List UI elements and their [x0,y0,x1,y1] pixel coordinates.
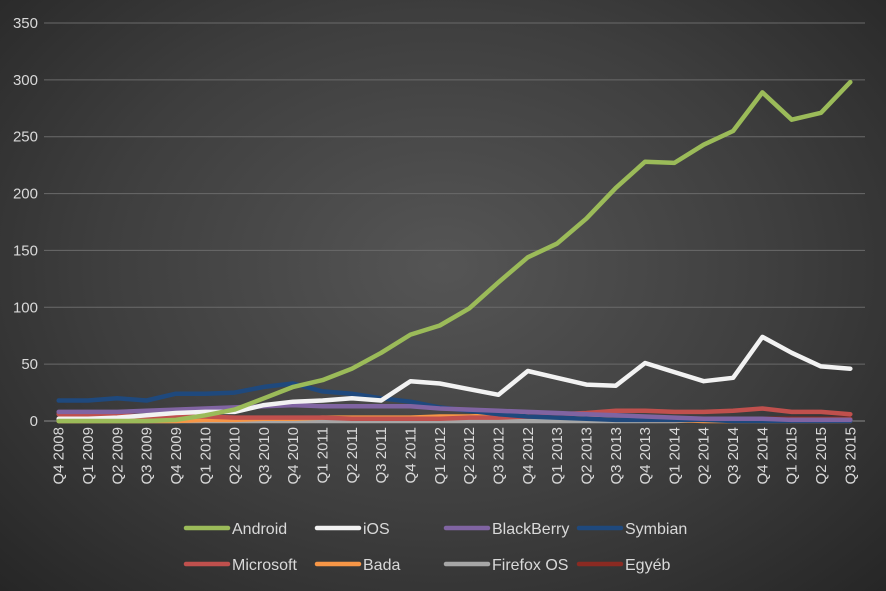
x-tick-label: Q3 2012 [490,427,507,485]
x-tick-label: Q2 2013 [578,427,595,485]
x-tick-label: Q2 2015 [813,427,830,485]
x-tick-label: Q1 2015 [784,427,801,485]
x-tick-label: Q1 2013 [549,427,566,485]
x-tick-label: Q4 2011 [403,427,420,483]
y-tick-label: 200 [13,186,38,203]
x-tick-label: Q4 2013 [637,427,654,485]
x-tick-label: Q2 2014 [696,427,713,485]
x-tick-label: Q1 2009 [80,427,97,485]
x-tick-label: Q2 2011 [344,427,361,483]
y-tick-label: 0 [30,413,38,430]
legend: Android iOS BlackBerry Symbian Microsoft Bada… [183,521,687,574]
legend-label-android: Android [232,521,287,538]
x-tick-label: Q2 2012 [461,427,478,485]
series-line-blackberry [56,402,853,423]
x-tick-label: Q4 2010 [285,427,302,485]
y-tick-label: 50 [21,356,38,373]
x-tick-label: Q1 2010 [197,427,214,485]
x-tick-label: Q2 2009 [109,427,126,485]
y-axis: 0 50 100 150 200 250 300 350 [13,15,38,430]
x-tick-label: Q1 2014 [666,427,683,485]
y-tick-label: 350 [13,15,38,32]
legend-label-symbian: Symbian [625,521,687,538]
y-tick-label: 300 [13,72,38,89]
x-tick-label: Q4 2009 [168,427,185,485]
x-axis: Q4 2008 Q1 2009 Q2 2009 Q3 2009 Q4 2009 Q1 20… [51,427,860,485]
x-tick-label: Q3 2011 [373,427,390,483]
legend-label-blackberry: BlackBerry [492,521,569,538]
series-line-ios [56,334,853,421]
x-tick-label: Q1 2011 [315,427,332,483]
x-tick-label: Q3 2010 [256,427,273,485]
x-tick-label: Q3 2014 [725,427,742,485]
series-lines [56,79,853,424]
x-tick-label: Q4 2008 [51,427,68,485]
x-tick-label: Q2 2010 [227,427,244,485]
legend-label-microsoft: Microsoft [232,557,297,574]
x-tick-label: Q4 2014 [754,427,771,485]
y-tick-label: 150 [13,242,38,259]
x-tick-label: Q3 2015 [842,427,859,485]
y-tick-label: 100 [13,299,38,316]
gridlines [44,22,865,422]
x-tick-label: Q1 2012 [432,427,449,485]
x-tick-label: Q3 2009 [139,427,156,485]
series-line-android [56,79,853,424]
legend-label-ios: iOS [363,521,390,538]
x-tick-label: Q4 2012 [520,427,537,485]
x-tick-label: Q3 2013 [608,427,625,485]
legend-label-bada: Bada [363,557,400,574]
y-tick-label: 250 [13,129,38,146]
legend-label-firefox-os: Firefox OS [492,557,568,574]
legend-label-egy-b: Egyéb [625,557,670,574]
